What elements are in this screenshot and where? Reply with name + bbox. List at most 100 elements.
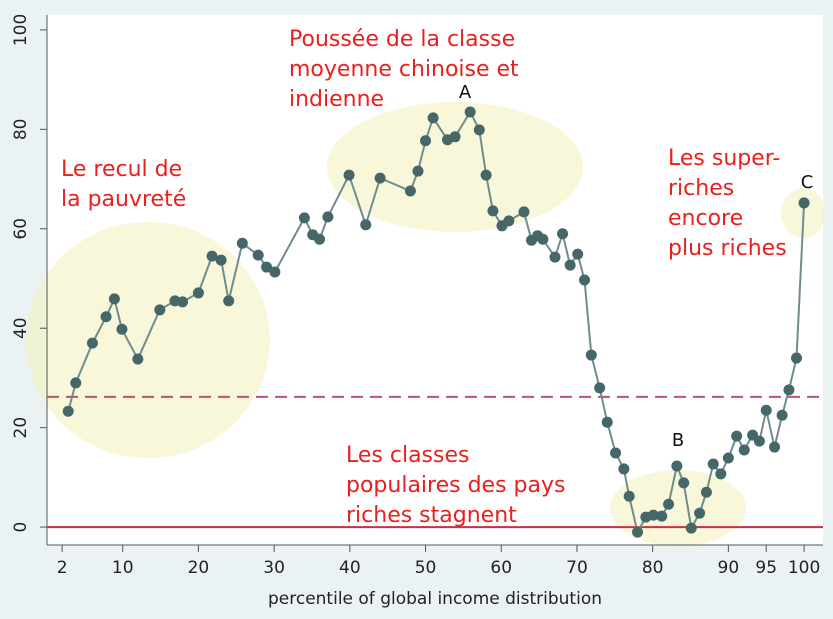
x-tick-label: 50: [415, 558, 437, 578]
data-point: [236, 237, 248, 249]
data-point: [700, 486, 712, 498]
x-tick-label: 20: [188, 558, 210, 578]
data-point: [632, 526, 644, 538]
x-tick-label: 100: [788, 558, 820, 578]
data-point: [572, 248, 584, 260]
data-point: [322, 211, 334, 223]
data-point: [656, 510, 668, 522]
data-point: [753, 435, 765, 447]
data-point: [261, 261, 273, 273]
point-label: C: [801, 172, 814, 193]
data-point: [738, 444, 750, 456]
data-point: [769, 441, 781, 453]
data-point: [206, 250, 218, 262]
data-point: [223, 295, 235, 307]
data-point: [776, 409, 788, 421]
data-point: [722, 452, 734, 464]
annotation-line: moyenne chinoise et: [289, 57, 519, 82]
y-tick-label: 20: [11, 417, 31, 439]
data-point: [192, 287, 204, 299]
data-point: [564, 259, 576, 271]
annotation-line: encore: [668, 206, 743, 231]
annotation-line: populaires des pays: [346, 473, 565, 498]
data-point: [215, 254, 227, 266]
data-point: [487, 205, 499, 217]
data-point: [62, 405, 74, 417]
data-point: [420, 135, 432, 147]
data-point: [731, 430, 743, 442]
data-point: [314, 233, 326, 245]
data-point: [177, 296, 189, 308]
x-tick-label: 10: [112, 558, 134, 578]
data-point: [404, 185, 416, 197]
annotation: Les classes populaires des pays riches sta…: [346, 443, 565, 528]
x-tick-label: 90: [718, 558, 740, 578]
data-point: [360, 219, 372, 231]
y-tick-label: 60: [11, 218, 31, 240]
point-label: B: [672, 430, 684, 451]
annotation-line: Les classes: [346, 443, 469, 468]
data-point: [343, 169, 355, 181]
data-point: [100, 311, 112, 323]
data-point: [374, 172, 386, 184]
x-tick-label: 2: [57, 558, 68, 578]
data-point: [623, 490, 635, 502]
annotation-line: plus riches: [668, 236, 787, 261]
y-tick-label: 100: [11, 14, 31, 46]
x-axis-label: percentile of global income distribution: [268, 589, 602, 609]
data-point: [537, 233, 549, 245]
data-point: [503, 215, 515, 227]
y-tick-label: 0: [11, 522, 31, 533]
annotation-line: Le recul de: [61, 157, 182, 182]
data-point: [585, 349, 597, 361]
data-point: [132, 353, 144, 365]
y-tick-label: 40: [11, 317, 31, 339]
highlight: [327, 102, 583, 232]
annotation: Les super-riches encore plus riches: [668, 146, 787, 261]
data-point: [154, 304, 166, 316]
x-tick-label: 80: [642, 558, 664, 578]
data-point: [579, 274, 591, 286]
data-point: [618, 463, 630, 475]
data-point: [707, 458, 719, 470]
data-point: [685, 522, 697, 534]
x-tick-label: 30: [263, 558, 285, 578]
annotation-line: la pauvreté: [61, 187, 186, 212]
highlight: [610, 470, 746, 546]
data-point: [663, 498, 675, 510]
data-point: [480, 169, 492, 181]
data-point: [647, 509, 659, 521]
data-point: [783, 384, 795, 396]
data-point: [473, 124, 485, 136]
data-point: [86, 337, 98, 349]
data-point: [518, 206, 530, 218]
annotation: Poussée de la classe moyenne chinoise et i…: [289, 27, 519, 112]
data-point: [252, 249, 264, 261]
data-point: [601, 416, 613, 428]
annotation-line: indienne: [289, 87, 384, 112]
y-tick-label: 80: [11, 119, 31, 141]
data-point: [116, 323, 128, 335]
annotation-line: Poussée de la classe: [289, 27, 515, 52]
data-point: [678, 477, 690, 489]
data-point: [449, 131, 461, 143]
annotation-line: riches: [668, 176, 734, 201]
x-tick-label: 70: [566, 558, 588, 578]
data-point: [427, 112, 439, 124]
data-point: [108, 293, 120, 305]
data-point: [694, 507, 706, 519]
data-point: [791, 352, 803, 364]
data-point: [412, 165, 424, 177]
annotation-line: riches stagnent: [346, 503, 517, 528]
data-point: [464, 106, 476, 118]
data-point: [798, 197, 810, 209]
data-point: [269, 266, 281, 278]
highlight: [26, 222, 270, 458]
data-point: [715, 468, 727, 480]
data-point: [594, 382, 606, 394]
data-point: [610, 447, 622, 459]
x-tick-label: 60: [490, 558, 512, 578]
data-point: [70, 377, 82, 389]
